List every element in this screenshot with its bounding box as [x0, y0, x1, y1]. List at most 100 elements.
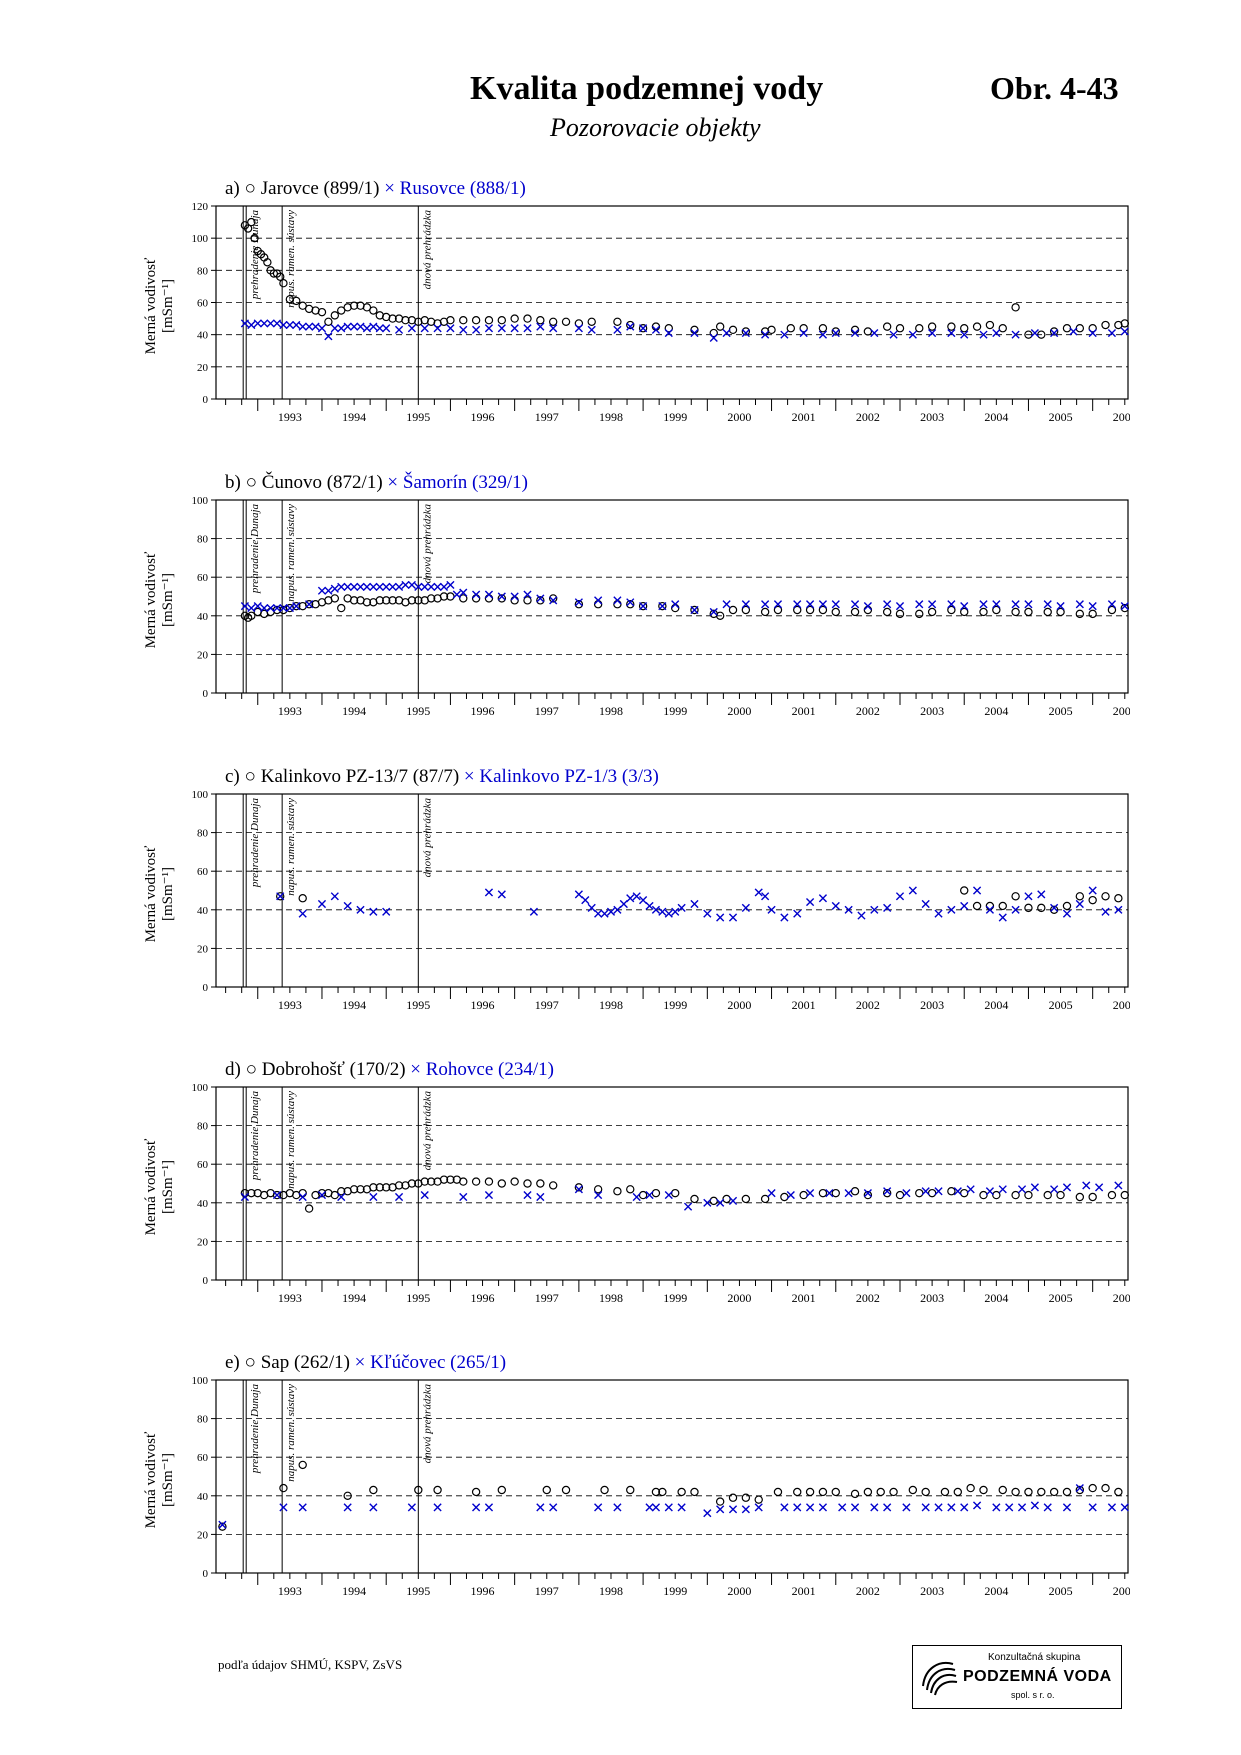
data-point-circle	[998, 1485, 1007, 1495]
data-point-circle	[831, 607, 840, 617]
cross-stroke	[709, 333, 718, 342]
data-point-cross	[523, 324, 532, 333]
cross-stroke	[394, 325, 404, 334]
event-label: prehradenie Dunaja	[249, 210, 261, 301]
cross-stroke	[362, 582, 372, 591]
legend-series-b: × Kľúčovec (265/1)	[354, 1352, 507, 1373]
data-point-cross	[690, 328, 699, 338]
data-point-circle	[414, 596, 423, 605]
data-point-circle	[471, 1487, 481, 1497]
event-label: napus. ramen. sústavy	[285, 1384, 297, 1482]
data-point-circle	[330, 594, 340, 603]
cross-stroke	[728, 1196, 738, 1205]
data-point-cross	[709, 333, 718, 342]
data-point-circle	[960, 324, 969, 333]
data-point-circle	[1024, 330, 1033, 339]
cross-stroke	[722, 600, 731, 609]
cross-stroke	[998, 913, 1007, 922]
cross-stroke	[337, 1192, 346, 1202]
x-tick-label: 2002	[856, 704, 880, 718]
cross-stroke	[908, 886, 917, 895]
data-point-cross	[369, 907, 378, 916]
y-tick-label: 80	[197, 1121, 209, 1133]
y-tick-label: 20	[197, 943, 209, 955]
cross-stroke	[671, 600, 680, 609]
cross-stroke	[1043, 600, 1052, 609]
data-point-circle	[863, 605, 873, 615]
cross-stroke	[446, 580, 455, 590]
x-tick-label: 2002	[856, 1291, 880, 1305]
data-point-circle	[407, 1179, 417, 1188]
x-tick-label: 2006	[1113, 410, 1130, 424]
data-point-cross	[1101, 907, 1110, 916]
x-tick-label: 2005	[1049, 410, 1073, 424]
data-point-cross	[401, 580, 410, 590]
data-point-cross	[1120, 602, 1129, 611]
y-tick-label: 60	[197, 1452, 209, 1464]
data-point-cross	[716, 1198, 725, 1207]
data-point-cross	[773, 600, 783, 609]
cross-stroke	[883, 600, 892, 609]
data-point-circle	[658, 1487, 667, 1497]
cross-stroke	[709, 607, 718, 617]
data-point-circle	[677, 1487, 686, 1497]
y-tick-label: 60	[197, 1159, 209, 1171]
data-point-circle	[263, 258, 272, 267]
x-tick-label: 1994	[342, 704, 366, 718]
data-point-cross	[850, 328, 860, 338]
cross-stroke	[247, 320, 256, 330]
data-point-circle	[895, 324, 905, 333]
data-point-circle	[497, 1179, 507, 1188]
x-tick-label: 1998	[599, 704, 623, 718]
data-point-cross	[716, 913, 725, 922]
x-tick-label: 2000	[727, 998, 751, 1012]
data-point-cross	[330, 584, 339, 593]
data-point-cross	[1062, 909, 1072, 918]
x-tick-label: 2005	[1049, 1291, 1073, 1305]
cross-stroke	[1024, 600, 1033, 609]
x-tick-label: 1993	[278, 704, 302, 718]
data-point-cross	[594, 1190, 603, 1200]
data-point-cross	[992, 1503, 1001, 1512]
cross-stroke	[349, 582, 359, 591]
data-point-cross	[703, 1198, 712, 1207]
data-point-cross	[741, 1505, 750, 1514]
data-point-circle	[651, 1188, 661, 1198]
data-point-circle	[1114, 894, 1123, 903]
y-tick-label: 40	[197, 330, 209, 342]
event-label: dnová prehrádzka	[421, 1091, 433, 1171]
data-point-cross	[337, 1192, 346, 1202]
data-point-cross	[780, 330, 789, 339]
data-point-circle	[915, 1188, 924, 1198]
data-point-cross	[883, 600, 892, 609]
data-point-circle	[542, 1485, 551, 1495]
cross-stroke	[844, 905, 853, 914]
data-point-cross	[966, 1185, 975, 1194]
data-point-cross	[690, 605, 699, 615]
data-point-circle	[1011, 303, 1020, 312]
data-point-cross	[240, 602, 249, 611]
cross-stroke	[330, 584, 339, 593]
data-point-circle	[799, 324, 808, 333]
data-point-cross	[671, 600, 680, 609]
cross-stroke	[343, 1503, 352, 1512]
legend-series-b: × Šamorín (329/1)	[387, 472, 528, 493]
data-point-cross	[818, 330, 828, 339]
data-point-cross	[1017, 1185, 1027, 1194]
y-tick-label: 80	[197, 265, 209, 277]
source-note: podľa údajov SHMÚ, KSPV, ZsVS	[218, 1657, 403, 1672]
cross-stroke	[260, 319, 269, 328]
cross-stroke	[292, 602, 301, 611]
data-point-circle	[728, 1493, 738, 1502]
cross-stroke	[1075, 600, 1084, 609]
event-label: napus. ramen. sústavy	[285, 1091, 297, 1189]
data-point-cross	[587, 325, 596, 334]
data-point-circle	[927, 1188, 937, 1198]
chart-panel-d: d) ○ Dobrohošť (170/2) × Rohovce (234/1)…	[130, 1059, 1130, 1321]
data-point-cross	[741, 328, 750, 338]
data-point-cross	[369, 582, 378, 591]
data-point-cross	[613, 596, 622, 605]
data-point-circle	[471, 315, 481, 325]
data-point-cross	[292, 320, 301, 330]
data-point-cross	[388, 582, 397, 591]
